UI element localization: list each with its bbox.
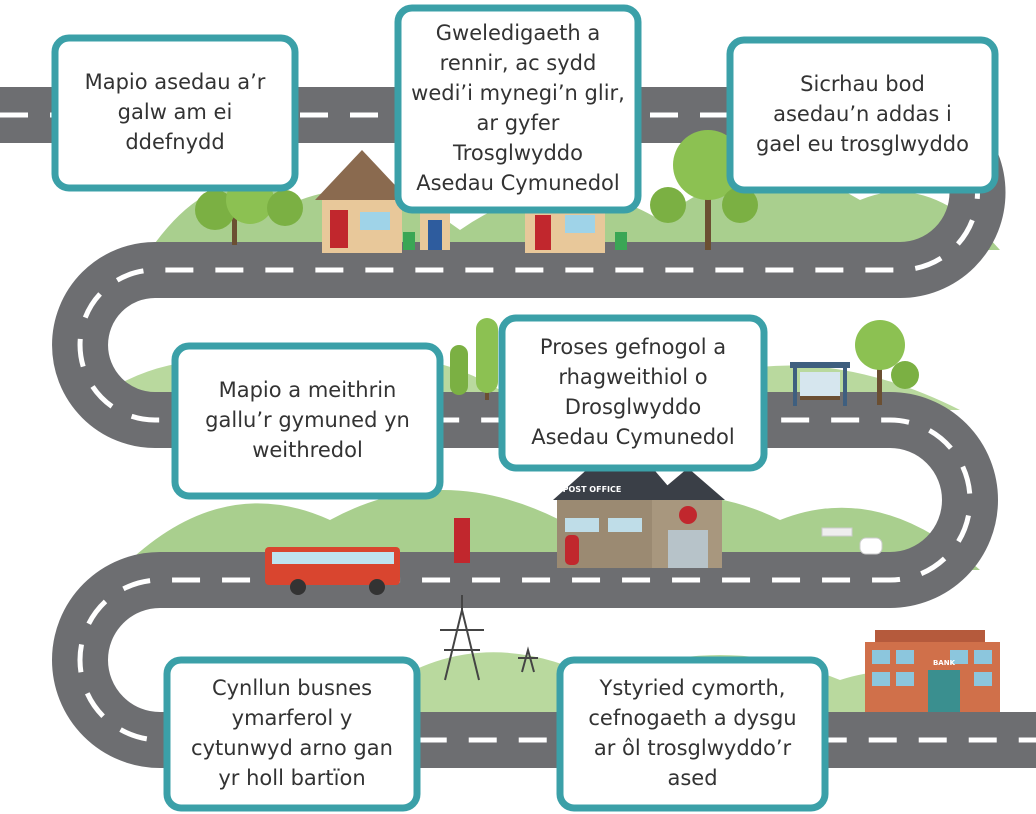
step-text: ddefnydd [125, 130, 224, 154]
roadmap: POST OFFICE BANK Mapio asedau a’r galw am… [0, 0, 1036, 814]
step-text: gael eu trosglwyddo [756, 132, 969, 156]
step-text: cefnogaeth a dysgu [588, 706, 796, 730]
step: Mapio a meithrin gallu’r gymuned yn weithr… [175, 346, 440, 496]
step-text: gallu’r gymuned yn [205, 408, 410, 432]
step: Gweledigaeth a rennir, ac sydd wedi’i myne… [398, 8, 638, 210]
step-text: Asedau Cymunedol [416, 171, 620, 195]
step-text: galw am ei [118, 100, 233, 124]
step-text: weithredol [252, 438, 363, 462]
step: Cynllun busnes ymarferol y cytunwyd arno g… [167, 660, 417, 808]
step-text: Sicrhau bod [800, 72, 925, 96]
bank: BANK [865, 630, 1000, 712]
step-text: Ystyried cymorth, [599, 676, 786, 700]
sheep [860, 538, 882, 554]
step-text: Mapio a meithrin [219, 378, 397, 402]
step-text: asedau’n addas i [773, 102, 952, 126]
step: Proses gefnogol a rhagweithiol o Drosglwyd… [502, 318, 764, 468]
post-office: POST OFFICE [553, 465, 725, 568]
bank-sign: BANK [933, 659, 956, 667]
step-text: Cynllun busnes [212, 676, 372, 700]
step: Ystyried cymorth, cefnogaeth a dysgu ar ôl… [560, 660, 825, 808]
step-text: Gweledigaeth a [436, 21, 601, 45]
step-text: ar gyfer [477, 111, 560, 135]
step-text: rennir, ac sydd [440, 51, 597, 75]
phone-box [454, 518, 470, 563]
step-text: ased [667, 766, 717, 790]
post-office-sign: POST OFFICE [563, 485, 622, 494]
step-text: wedi’i mynegi’n glir, [411, 81, 625, 105]
step-text: Drosglwyddo [565, 395, 701, 419]
step-text: ymarferol y [232, 706, 353, 730]
step-text: rhagweithiol o [558, 365, 707, 389]
step-text: cytunwyd arno gan [191, 736, 393, 760]
step-text: Trosglwyddo [452, 141, 583, 165]
step-text: Asedau Cymunedol [531, 425, 735, 449]
step-text: yr holl bartïon [218, 766, 365, 790]
step: Sicrhau bod asedau’n addas i gael eu trosg… [730, 40, 995, 190]
step-text: ar ôl trosglwyddo’r [594, 736, 792, 760]
step: Mapio asedau a’r galw am ei ddefnydd [55, 38, 295, 188]
step-text: Mapio asedau a’r [85, 70, 266, 94]
page: POST OFFICE BANK Mapio asedau a’r galw am… [0, 0, 1036, 814]
sign [822, 528, 852, 536]
step-text: Proses gefnogol a [540, 335, 726, 359]
